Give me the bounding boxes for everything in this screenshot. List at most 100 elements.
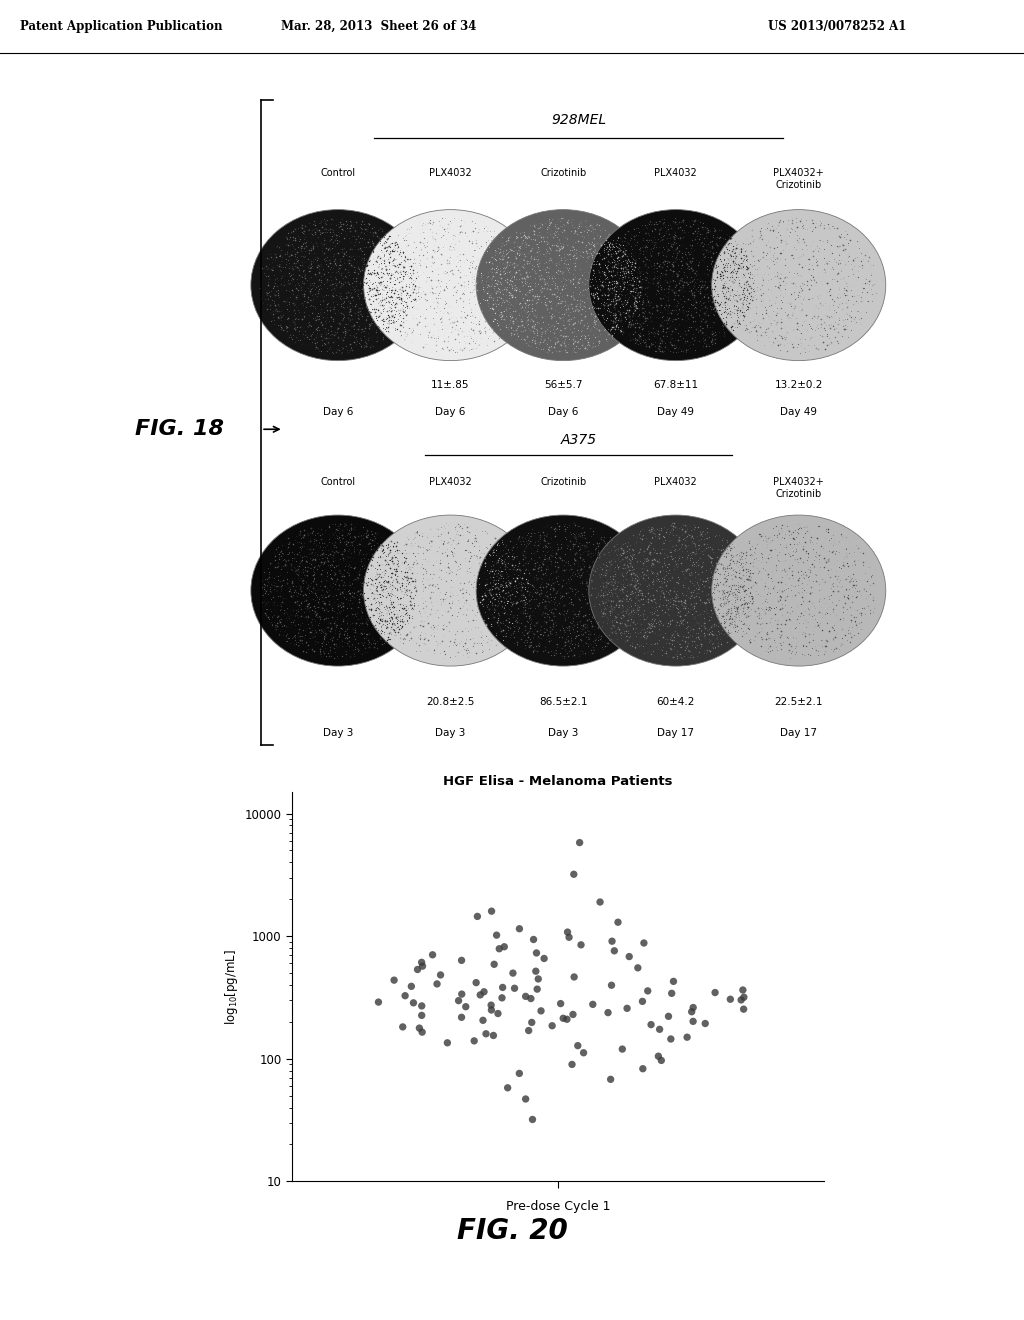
Point	[565, 1005, 582, 1026]
Point	[495, 977, 511, 998]
Point	[511, 919, 527, 940]
Point	[415, 956, 431, 977]
Point	[525, 929, 542, 950]
Point	[630, 957, 646, 978]
Point	[439, 1032, 456, 1053]
Point	[414, 995, 430, 1016]
Point	[414, 1005, 430, 1026]
Point	[451, 990, 467, 1011]
Point	[618, 998, 635, 1019]
Point	[458, 997, 474, 1018]
Point	[572, 935, 589, 956]
Point	[707, 982, 723, 1003]
Point	[660, 1006, 677, 1027]
Point	[483, 994, 500, 1015]
Point	[505, 962, 521, 983]
Point	[414, 1022, 430, 1043]
Text: Day 3: Day 3	[323, 727, 353, 738]
Ellipse shape	[476, 515, 650, 667]
Point	[604, 931, 621, 952]
Point	[569, 1035, 586, 1056]
Point	[552, 993, 568, 1014]
Text: Day 6: Day 6	[323, 407, 353, 417]
Point	[397, 985, 414, 1006]
Text: PLX4032+
Crizotinib: PLX4032+ Crizotinib	[773, 478, 824, 499]
Point	[530, 969, 547, 990]
Ellipse shape	[364, 515, 538, 667]
Text: Control: Control	[321, 478, 355, 487]
Text: 67.8±11: 67.8±11	[653, 380, 698, 389]
Point	[454, 1007, 470, 1028]
Point	[488, 924, 505, 945]
Text: Day 3: Day 3	[435, 727, 466, 738]
Point	[733, 990, 750, 1011]
Text: 11±.85: 11±.85	[431, 380, 470, 389]
Point	[683, 1001, 699, 1022]
Text: PLX4032+
Crizotinib: PLX4032+ Crizotinib	[773, 169, 824, 190]
Point	[561, 927, 578, 948]
Point	[636, 932, 652, 953]
Point	[585, 994, 601, 1015]
Point	[517, 986, 534, 1007]
Point	[414, 952, 430, 973]
Ellipse shape	[712, 515, 886, 667]
Text: Mar. 28, 2013  Sheet 26 of 34: Mar. 28, 2013 Sheet 26 of 34	[282, 20, 476, 33]
Point	[559, 921, 575, 942]
Text: PLX4032: PLX4032	[654, 169, 697, 178]
Point	[635, 1059, 651, 1080]
Text: 928MEL: 928MEL	[551, 114, 606, 128]
Point	[685, 997, 701, 1018]
Point	[592, 891, 608, 912]
Point	[486, 954, 503, 975]
Text: Day 17: Day 17	[780, 727, 817, 738]
Point	[469, 906, 485, 927]
Point	[734, 979, 751, 1001]
Ellipse shape	[589, 515, 763, 667]
Point	[523, 1012, 540, 1034]
Point	[555, 1007, 571, 1028]
Point	[606, 940, 623, 961]
Text: Crizotinib: Crizotinib	[540, 478, 587, 487]
Point	[571, 832, 588, 853]
Ellipse shape	[251, 515, 425, 667]
Point	[410, 958, 426, 979]
Point	[432, 965, 449, 986]
Point	[500, 1077, 516, 1098]
Point	[600, 1002, 616, 1023]
Point	[522, 987, 539, 1008]
Point	[468, 972, 484, 993]
Point	[529, 978, 546, 999]
Point	[412, 1018, 428, 1039]
Text: Day 17: Day 17	[657, 727, 694, 738]
Point	[566, 966, 583, 987]
Point	[532, 1001, 549, 1022]
Point	[517, 1089, 534, 1110]
Ellipse shape	[476, 210, 650, 360]
Point	[651, 1019, 668, 1040]
Point	[386, 970, 402, 991]
Point	[722, 989, 738, 1010]
Point	[478, 1023, 495, 1044]
Point	[735, 986, 752, 1007]
Point	[621, 946, 637, 968]
Point	[653, 1049, 670, 1071]
Text: PLX4032: PLX4032	[429, 169, 472, 178]
Point	[454, 983, 470, 1005]
Point	[524, 1109, 541, 1130]
Point	[475, 1010, 492, 1031]
Text: US 2013/0078252 A1: US 2013/0078252 A1	[768, 20, 906, 33]
Point	[403, 975, 420, 997]
Text: Control: Control	[321, 169, 355, 178]
Point	[527, 961, 544, 982]
Point	[564, 1053, 581, 1074]
Point	[697, 1012, 714, 1034]
Point	[485, 1024, 502, 1045]
Text: FIG. 20: FIG. 20	[457, 1217, 567, 1245]
Point	[640, 981, 656, 1002]
Ellipse shape	[712, 210, 886, 360]
Point	[735, 999, 752, 1020]
Point	[483, 999, 500, 1020]
Text: Day 6: Day 6	[548, 407, 579, 417]
Point	[666, 970, 682, 991]
Point	[565, 863, 582, 884]
